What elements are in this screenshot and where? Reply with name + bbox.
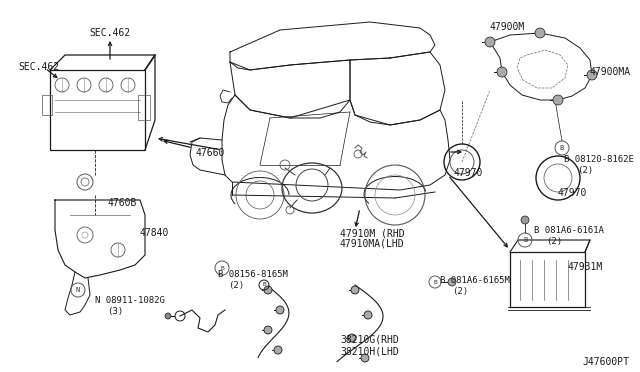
Text: (2): (2) bbox=[546, 237, 562, 246]
Text: B: B bbox=[560, 145, 564, 151]
Text: 38210H(LHD: 38210H(LHD bbox=[340, 346, 399, 356]
Text: (3): (3) bbox=[107, 307, 123, 316]
Text: 47970: 47970 bbox=[557, 188, 586, 198]
Text: 4760B: 4760B bbox=[108, 198, 138, 208]
Circle shape bbox=[276, 306, 284, 314]
Text: N 08911-1082G: N 08911-1082G bbox=[95, 296, 165, 305]
Text: 47900MA: 47900MA bbox=[590, 67, 631, 77]
Text: 47910M (RHD: 47910M (RHD bbox=[340, 228, 404, 238]
Circle shape bbox=[364, 311, 372, 319]
Text: SEC.462: SEC.462 bbox=[18, 62, 59, 72]
Text: (2): (2) bbox=[452, 287, 468, 296]
Text: J47600PT: J47600PT bbox=[582, 357, 629, 367]
Text: 47840: 47840 bbox=[140, 228, 170, 238]
Text: B: B bbox=[433, 279, 437, 285]
Circle shape bbox=[535, 28, 545, 38]
Text: B 081A6-6165M: B 081A6-6165M bbox=[440, 276, 510, 285]
Text: 47910MA(LHD: 47910MA(LHD bbox=[340, 239, 404, 249]
Circle shape bbox=[361, 354, 369, 362]
Circle shape bbox=[274, 346, 282, 354]
Text: B 08120-8162E: B 08120-8162E bbox=[564, 155, 634, 164]
Circle shape bbox=[521, 216, 529, 224]
Circle shape bbox=[448, 278, 456, 286]
Text: 47970: 47970 bbox=[453, 168, 483, 178]
Text: N: N bbox=[76, 287, 80, 293]
Circle shape bbox=[497, 67, 507, 77]
Circle shape bbox=[348, 334, 356, 342]
Text: (2): (2) bbox=[228, 281, 244, 290]
Text: B: B bbox=[523, 237, 527, 243]
Text: SEC.462: SEC.462 bbox=[90, 28, 131, 38]
Text: (2): (2) bbox=[577, 166, 593, 175]
Text: B: B bbox=[220, 266, 224, 270]
Text: B: B bbox=[262, 282, 266, 288]
Circle shape bbox=[264, 286, 272, 294]
Circle shape bbox=[587, 70, 597, 80]
Text: B 081A6-6161A: B 081A6-6161A bbox=[534, 226, 604, 235]
Text: 47931M: 47931M bbox=[567, 262, 602, 272]
Circle shape bbox=[485, 37, 495, 47]
Text: 47660: 47660 bbox=[195, 148, 225, 158]
Text: B 08156-8165M: B 08156-8165M bbox=[218, 270, 288, 279]
Circle shape bbox=[553, 95, 563, 105]
Text: 47900M: 47900M bbox=[490, 22, 525, 32]
Circle shape bbox=[351, 286, 359, 294]
Circle shape bbox=[264, 326, 272, 334]
Text: 38210G(RHD: 38210G(RHD bbox=[340, 335, 399, 345]
Circle shape bbox=[165, 313, 171, 319]
